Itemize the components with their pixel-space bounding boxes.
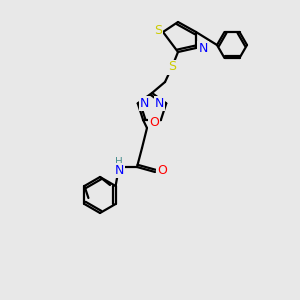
Text: S: S [168, 61, 176, 74]
Text: O: O [149, 116, 159, 129]
Text: N: N [114, 164, 124, 176]
Text: N: N [140, 97, 149, 110]
Text: O: O [157, 164, 167, 178]
Text: N: N [198, 41, 208, 55]
Text: S: S [154, 23, 162, 37]
Text: H: H [115, 157, 123, 167]
Text: N: N [154, 97, 164, 110]
